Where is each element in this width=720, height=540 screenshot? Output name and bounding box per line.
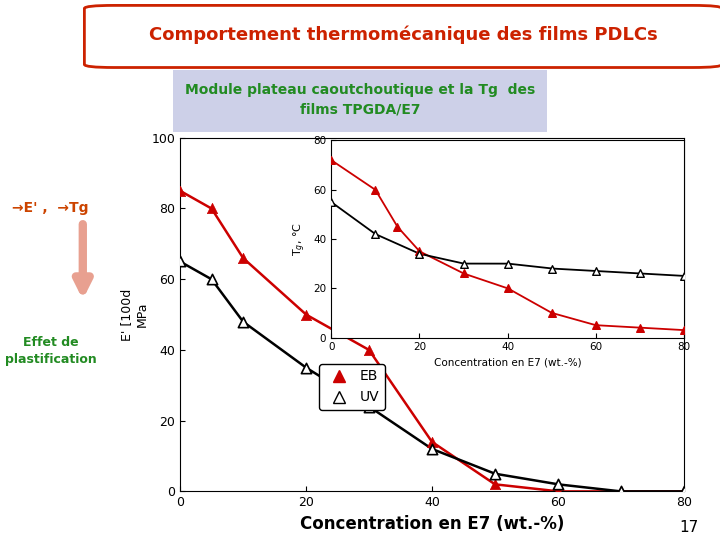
Point <box>458 259 469 268</box>
Point <box>552 487 564 496</box>
Text: 17: 17 <box>679 519 698 535</box>
Point <box>364 402 375 411</box>
X-axis label: Concentration en E7 (wt.-%): Concentration en E7 (wt.-%) <box>300 515 564 533</box>
Point <box>546 308 557 317</box>
Point <box>206 204 217 213</box>
Point <box>678 487 690 496</box>
X-axis label: Concentration en E7 (wt.-%): Concentration en E7 (wt.-%) <box>433 358 582 368</box>
Point <box>546 264 557 273</box>
Point <box>426 444 438 453</box>
Point <box>206 275 217 284</box>
Point <box>238 254 249 262</box>
Point <box>413 249 425 258</box>
FancyBboxPatch shape <box>173 70 547 132</box>
Point <box>426 437 438 446</box>
Point <box>490 469 501 478</box>
Point <box>678 272 690 280</box>
Text: Comportement thermomécanique des films PDLCs: Comportement thermomécanique des films P… <box>149 26 657 44</box>
Point <box>300 363 312 372</box>
Point <box>634 323 646 332</box>
Point <box>634 269 646 278</box>
Point <box>458 269 469 278</box>
Y-axis label: T$_g$, °C: T$_g$, °C <box>292 222 307 256</box>
Point <box>369 230 381 238</box>
Point <box>678 487 690 496</box>
Point <box>369 185 381 194</box>
Point <box>325 198 337 206</box>
Point <box>615 487 626 496</box>
Point <box>678 326 690 334</box>
Point <box>590 321 602 329</box>
Point <box>238 318 249 326</box>
Legend: EB, UV: EB, UV <box>319 364 384 410</box>
Point <box>502 284 513 293</box>
Point <box>392 222 403 231</box>
Point <box>615 487 626 496</box>
Point <box>174 186 186 195</box>
Text: Effet de
plastification: Effet de plastification <box>4 336 96 366</box>
Point <box>300 310 312 319</box>
Text: →E' ,  →Tg: →E' , →Tg <box>12 201 89 215</box>
Point <box>502 259 513 268</box>
Point <box>364 346 375 354</box>
Point <box>413 247 425 255</box>
Point <box>590 267 602 275</box>
Point <box>552 480 564 489</box>
FancyBboxPatch shape <box>84 5 720 68</box>
Text: Module plateau caoutchoutique et la Tg  des
films TPGDA/E7: Module plateau caoutchoutique et la Tg d… <box>185 83 535 117</box>
Point <box>325 156 337 164</box>
Point <box>174 257 186 266</box>
Y-axis label: E' [100d
MPa: E' [100d MPa <box>120 288 148 341</box>
Point <box>490 480 501 489</box>
